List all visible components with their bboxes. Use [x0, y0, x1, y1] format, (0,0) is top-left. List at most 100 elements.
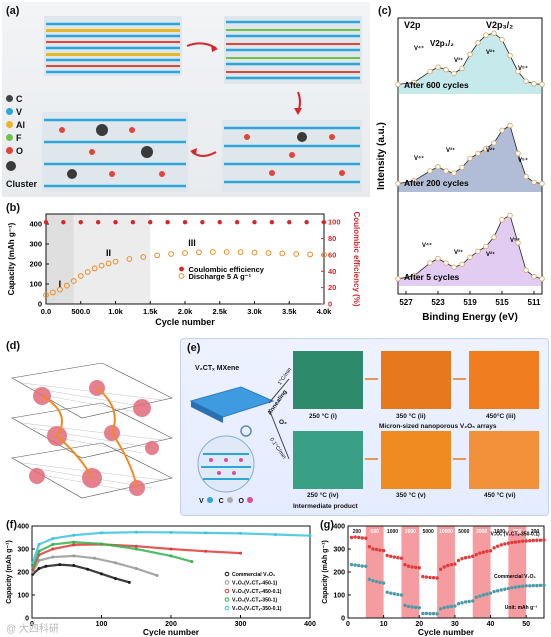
- temp-label-iii: 450°C (iii): [486, 413, 516, 420]
- o2-label: O₂: [279, 419, 287, 426]
- data-point: [427, 68, 433, 75]
- discharge-point: [140, 254, 147, 260]
- series-point: [72, 564, 76, 568]
- series-point: [392, 555, 397, 559]
- peak-label-2p32: V2p₃/₂: [486, 20, 513, 30]
- data-point: [523, 173, 529, 180]
- legend-label: V₂O₅(V₂CTₓ-450-1): [232, 581, 277, 587]
- data-point: [507, 122, 513, 129]
- legend-label: Commercial V₂O₅: [232, 572, 276, 578]
- series-point: [424, 611, 429, 616]
- series-point: [485, 592, 489, 596]
- series-point: [538, 538, 543, 542]
- sample-250-iv: [293, 431, 363, 489]
- y-tick-label: 400: [29, 220, 42, 229]
- series-point: [485, 549, 489, 553]
- watermark: @ 大四科研: [6, 624, 59, 635]
- y-tick-label: 300: [17, 547, 29, 554]
- magnified-structure: [197, 435, 255, 493]
- data-point: [475, 248, 481, 255]
- series-point: [442, 605, 446, 610]
- data-point: [515, 150, 521, 157]
- discharge-point: [98, 262, 105, 269]
- series-point: [431, 576, 436, 580]
- discharge-point: [251, 249, 258, 256]
- data-point: [395, 180, 401, 187]
- series-point: [517, 539, 521, 544]
- series-point: [389, 591, 393, 595]
- v-dot-icon: [206, 497, 213, 503]
- series-point: [406, 604, 411, 609]
- series-point: [72, 540, 76, 544]
- species-label: V⁴⁺: [422, 242, 432, 249]
- x-tick-label: 4.0k: [317, 307, 332, 316]
- panel-a-illustration: [42, 16, 362, 192]
- series-point: [503, 542, 507, 546]
- series-point: [499, 588, 503, 592]
- discharge-point: [63, 282, 70, 289]
- data-point: [483, 243, 489, 250]
- series-point: [374, 579, 379, 584]
- x-tick-label: 515: [495, 298, 509, 307]
- temp-label-iv: 250 °C (iv): [307, 492, 339, 499]
- layered-mxene-slab-3: [222, 120, 362, 192]
- panel-g-label: (g): [320, 519, 335, 531]
- x-tick-label: 3.5k: [282, 307, 297, 316]
- species-label: V³⁺: [454, 249, 463, 256]
- y2-tick-label: 80: [328, 234, 336, 243]
- ce-point: [200, 219, 205, 225]
- data-point: [483, 145, 489, 152]
- series-point: [381, 548, 386, 553]
- rate-label: 200: [531, 529, 540, 535]
- series-point: [417, 566, 421, 570]
- atom-f-icon: [6, 134, 13, 141]
- data-point: [523, 267, 529, 273]
- series-point: [403, 603, 407, 608]
- discharge-point: [265, 250, 272, 256]
- series-point: [492, 546, 496, 550]
- ce-point: [130, 219, 136, 225]
- data-point: [467, 254, 473, 260]
- series-point: [417, 605, 421, 610]
- panel-a-structure: (a): [2, 2, 370, 197]
- data-point: [515, 68, 521, 75]
- series-point: [424, 575, 429, 579]
- series-point: [134, 530, 138, 534]
- panel-e-illustration: (e) V₂CTₓ MXene 250 °C (i) 350 °C (ii) 4…: [180, 338, 549, 516]
- series-label: After 200 cycles: [404, 178, 469, 188]
- data-point: [459, 65, 465, 72]
- series-point: [528, 539, 532, 543]
- atom-al-icon: [6, 121, 13, 128]
- panel-c-label: (c): [378, 5, 392, 17]
- series-point: [520, 539, 525, 543]
- y-axis-title: Capacity (mAh g⁻¹): [322, 540, 329, 604]
- series-point: [134, 567, 138, 571]
- x-axis-title: Binding Energy (eV): [422, 312, 518, 323]
- sample-450-iii: [469, 351, 539, 409]
- series-point: [449, 562, 454, 567]
- discharge-point: [154, 252, 161, 259]
- fit-area: [398, 215, 542, 286]
- series-point: [474, 553, 478, 557]
- mxene-sheet: [189, 386, 275, 418]
- ce-point: [113, 219, 118, 225]
- data-point: [539, 276, 545, 282]
- discharge-point: [321, 251, 327, 258]
- series-point: [367, 577, 372, 582]
- data-point: [467, 155, 473, 162]
- discharge-point: [43, 292, 49, 298]
- data-point: [499, 217, 505, 223]
- series-point: [495, 544, 500, 548]
- y2-axis-title: Coulombic efficiency (%): [352, 211, 361, 306]
- atom-legend-o: O: [238, 498, 244, 505]
- series-point: [37, 549, 41, 553]
- series-point: [374, 547, 379, 552]
- data-point: [435, 255, 441, 262]
- ce-point: [43, 219, 49, 225]
- ce-point: [78, 219, 83, 225]
- series-point: [495, 589, 500, 593]
- x-axis-title: Cycle number: [155, 317, 215, 327]
- y-tick-label: 400: [17, 524, 29, 531]
- series-point: [438, 607, 443, 611]
- temp-label-ii: 350 °C (ii): [396, 413, 426, 420]
